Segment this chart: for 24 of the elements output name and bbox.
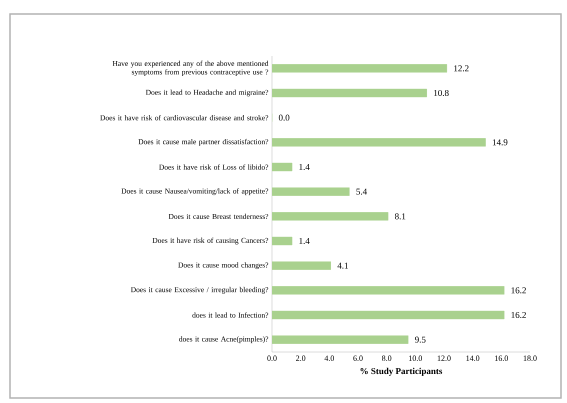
- data-label: 16.2: [512, 312, 526, 318]
- data-label: 4.1: [337, 262, 348, 269]
- bar: [272, 286, 504, 295]
- data-label: 9.5: [414, 336, 426, 343]
- data-label: 16.2: [512, 287, 526, 294]
- bar: [272, 138, 486, 147]
- bar: [272, 261, 331, 270]
- data-label: 0.0: [278, 114, 290, 121]
- bar: [272, 64, 448, 73]
- data-label: 1.4: [299, 238, 310, 244]
- bar: [272, 187, 350, 196]
- data-label: 8.1: [394, 213, 406, 220]
- bar: [272, 236, 292, 246]
- data-label: 1.4: [299, 164, 310, 170]
- bar: [272, 310, 504, 320]
- bar: [272, 212, 388, 221]
- bar: [272, 88, 427, 98]
- data-label: 12.2: [454, 65, 469, 72]
- data-label: 10.8: [434, 90, 449, 96]
- data-label: 14.9: [492, 139, 508, 146]
- bar: [272, 335, 408, 344]
- data-label: 5.4: [356, 188, 367, 195]
- x-axis-title: % Study Participants: [360, 368, 442, 376]
- bar: [272, 162, 292, 172]
